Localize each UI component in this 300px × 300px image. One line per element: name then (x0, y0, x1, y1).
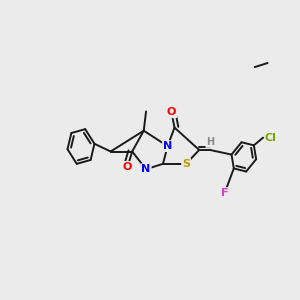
Text: N: N (163, 141, 172, 151)
Text: H: H (206, 137, 214, 147)
Text: O: O (123, 162, 132, 172)
Text: N: N (141, 164, 151, 174)
Text: F: F (221, 188, 228, 198)
Text: O: O (167, 107, 176, 117)
Text: Cl: Cl (265, 133, 277, 142)
Text: S: S (182, 159, 190, 169)
